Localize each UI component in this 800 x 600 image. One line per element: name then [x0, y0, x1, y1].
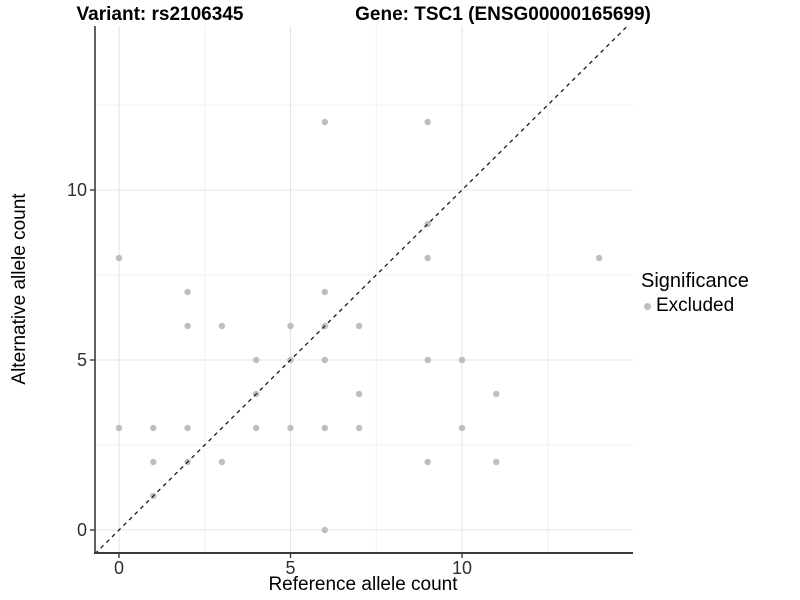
- data-point: [493, 458, 500, 466]
- legend-title: Significance: [641, 270, 749, 292]
- x-tick-label: 5: [285, 558, 296, 578]
- data-point: [150, 458, 157, 466]
- data-point: [355, 322, 363, 330]
- plot-title-variant: Variant: rs2106345: [76, 4, 244, 25]
- data-point: [287, 322, 294, 330]
- legend-item-label: Excluded: [656, 295, 735, 316]
- data-point: [253, 356, 260, 364]
- legend-item-excluded: Excluded: [641, 295, 749, 317]
- x-axis-title: Reference allele count: [268, 574, 458, 595]
- y-axis-title: Alternative allele count: [9, 193, 30, 385]
- data-point: [115, 424, 123, 432]
- data-point: [218, 322, 226, 330]
- y-tick-label: 0: [76, 520, 87, 540]
- excluded-point-swatch-icon: [644, 302, 651, 310]
- data-point: [218, 458, 226, 466]
- data-point: [321, 118, 328, 126]
- data-point: [253, 424, 260, 432]
- data-point: [424, 254, 431, 262]
- data-point: [184, 322, 191, 330]
- x-tick-label: 10: [451, 558, 473, 578]
- data-point: [321, 356, 328, 364]
- data-point: [321, 288, 328, 296]
- data-point: [184, 424, 191, 432]
- legend: Significance Excluded: [641, 270, 749, 317]
- y-tick-label: 10: [66, 180, 87, 200]
- data-point: [424, 458, 431, 466]
- data-point: [458, 356, 466, 364]
- data-point: [355, 424, 363, 432]
- plot-title-gene: Gene: TSC1 (ENSG00000165699): [355, 4, 651, 25]
- data-point: [424, 356, 431, 364]
- data-point: [115, 254, 123, 262]
- data-point: [184, 288, 191, 296]
- data-point: [596, 254, 603, 262]
- data-point: [287, 424, 294, 432]
- data-point: [493, 390, 500, 398]
- data-point: [424, 118, 431, 126]
- data-point: [355, 390, 363, 398]
- y-tick-label: 5: [76, 350, 87, 370]
- identity-line: [94, 25, 628, 555]
- data-point: [321, 424, 328, 432]
- data-point: [458, 424, 466, 432]
- x-tick-label: 0: [113, 558, 124, 578]
- data-point: [150, 424, 157, 432]
- data-point: [321, 526, 328, 534]
